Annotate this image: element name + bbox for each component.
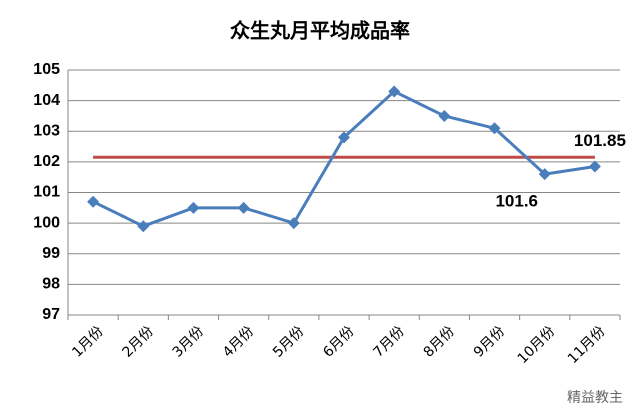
marker <box>237 201 250 214</box>
y-tick-label: 102 <box>33 153 60 170</box>
marker <box>287 217 300 230</box>
y-tick-label: 103 <box>33 122 60 139</box>
y-tick-label: 100 <box>33 214 60 231</box>
marker <box>338 131 350 144</box>
marker <box>488 122 501 135</box>
y-tick-label: 105 <box>33 61 60 78</box>
y-tick-label: 104 <box>33 92 60 109</box>
y-tick-label: 98 <box>42 276 60 293</box>
marker <box>388 85 401 98</box>
data-label: 101.85 <box>574 131 626 150</box>
marker <box>137 220 150 233</box>
marker <box>438 109 451 122</box>
watermark: 精益教主 <box>567 390 623 406</box>
marker <box>187 201 200 214</box>
y-tick-label: 101 <box>33 184 60 201</box>
chart-title: 众生丸月平均成品率 <box>230 19 410 43</box>
y-tick-label: 99 <box>42 245 60 262</box>
data-label: 101.6 <box>495 192 538 211</box>
marker <box>87 195 100 208</box>
marker <box>538 168 551 181</box>
y-tick-label: 97 <box>42 306 60 323</box>
marker <box>588 160 601 173</box>
